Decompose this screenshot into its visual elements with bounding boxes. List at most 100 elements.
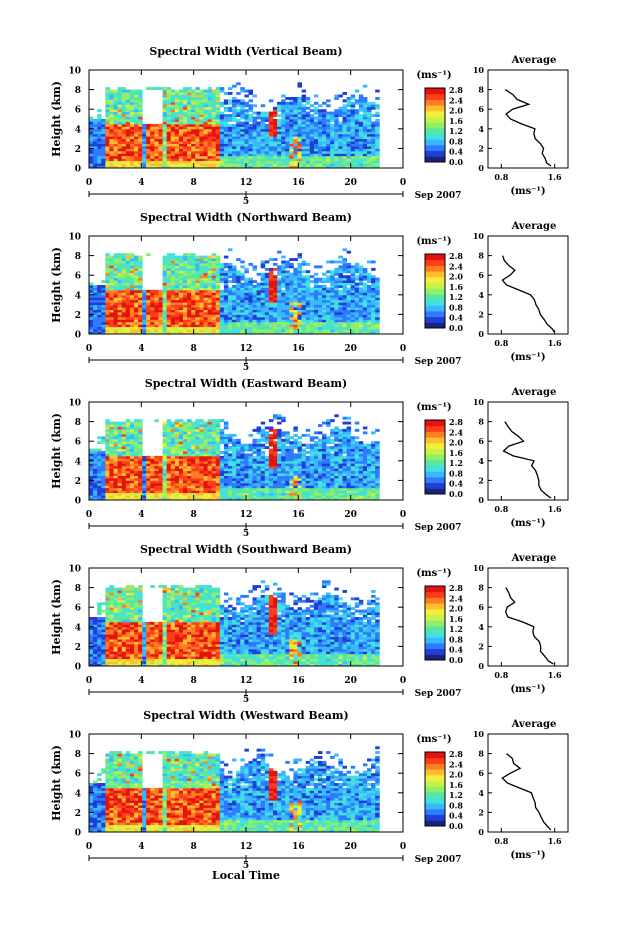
heatmap-cells bbox=[89, 248, 380, 335]
y-tick-label: 8 bbox=[75, 86, 81, 96]
colorbar-swatch bbox=[425, 459, 445, 466]
colorbar-tick-label: 1.2 bbox=[449, 458, 463, 468]
colorbar-swatch bbox=[425, 465, 445, 472]
colorbar-frame bbox=[424, 419, 446, 495]
avg-y-tick-label: 2 bbox=[478, 807, 484, 817]
colorbar-swatch bbox=[425, 471, 445, 478]
y-tick-label: 8 bbox=[75, 750, 81, 760]
y-tick-label: 0 bbox=[75, 663, 81, 673]
y-tick-label: 4 bbox=[75, 291, 81, 301]
colorbar-tick-label: 0.8 bbox=[449, 302, 463, 312]
avg-y-tick-label: 10 bbox=[473, 65, 485, 75]
avg-y-tick-label: 8 bbox=[478, 583, 484, 593]
colorbar-tick-label: 0.4 bbox=[449, 313, 463, 323]
colorbar-swatch bbox=[425, 454, 445, 461]
y-tick-label: 4 bbox=[75, 623, 81, 633]
colorbar-tick-label: 2.0 bbox=[449, 770, 463, 780]
x-tick-label: 0 bbox=[400, 842, 406, 852]
y-tick-label: 10 bbox=[68, 399, 81, 409]
y-tick-label: 2 bbox=[75, 145, 81, 155]
panel-title: Spectral Width (Southward Beam) bbox=[140, 543, 352, 556]
colorbar-swatch bbox=[425, 620, 445, 627]
day-label: 5 bbox=[243, 529, 249, 539]
colorbar-swatch bbox=[425, 437, 445, 444]
colorbar-frame bbox=[424, 87, 446, 163]
y-tick-label: 6 bbox=[75, 438, 81, 448]
colorbar-tick-label: 2.0 bbox=[449, 604, 463, 614]
x-tick-label: 16 bbox=[292, 178, 305, 188]
colorbar-tick-label: 2.8 bbox=[449, 417, 463, 427]
avg-y-tick-label: 0 bbox=[478, 329, 484, 339]
x-tick-label: 12 bbox=[240, 842, 253, 852]
panel-title: Spectral Width (Westward Beam) bbox=[143, 709, 348, 722]
avg-title: Average bbox=[511, 55, 557, 66]
y-axis-label: Height (km) bbox=[50, 745, 63, 821]
x-tick-label: 0 bbox=[86, 676, 92, 686]
avg-units: (ms⁻¹) bbox=[510, 352, 545, 363]
avg-x-tick-label: 1.6 bbox=[548, 670, 562, 680]
colorbar-swatch bbox=[425, 603, 445, 610]
avg-frame bbox=[487, 401, 569, 501]
avg-x-tick-label: 1.6 bbox=[548, 338, 562, 348]
avg-title: Average bbox=[511, 221, 557, 232]
colorbar-tick-label: 2.4 bbox=[449, 427, 463, 437]
colorbar-swatch bbox=[425, 271, 445, 278]
avg-y-tick-label: 2 bbox=[478, 143, 484, 153]
avg-profile-line bbox=[501, 255, 555, 333]
x-tick-label: 0 bbox=[400, 178, 406, 188]
colorbar-swatch bbox=[425, 591, 445, 598]
y-axis-label: Height (km) bbox=[50, 413, 63, 489]
y-tick-label: 10 bbox=[68, 565, 81, 575]
date-label: Sep 2007 bbox=[415, 689, 462, 699]
panel-0: Spectral Width (Vertical Beam) 0 2 4 6 8 10 Hei… bbox=[50, 45, 569, 207]
colorbar-tick-label: 2.0 bbox=[449, 272, 463, 282]
colorbar-units: (ms⁻¹) bbox=[416, 70, 451, 81]
y-tick-label: 0 bbox=[75, 497, 81, 507]
colorbar-tick-label: 1.6 bbox=[449, 116, 463, 126]
heatmap-cells bbox=[89, 580, 380, 667]
x-tick-label: 12 bbox=[240, 510, 253, 520]
x-axis-label: Local Time bbox=[212, 869, 280, 882]
avg-x-tick-label: 0.8 bbox=[494, 836, 508, 846]
colorbar-swatch bbox=[425, 288, 445, 295]
colorbar-tick-label: 0.4 bbox=[449, 811, 463, 821]
avg-y-tick-label: 0 bbox=[478, 495, 484, 505]
colorbar-swatch bbox=[425, 122, 445, 129]
y-tick-label: 10 bbox=[68, 731, 81, 741]
avg-x-tick-label: 1.6 bbox=[548, 836, 562, 846]
x-tick-label: 8 bbox=[191, 842, 197, 852]
avg-frame bbox=[487, 733, 569, 833]
colorbar-swatch bbox=[425, 820, 445, 827]
x-tick-label: 8 bbox=[191, 344, 197, 354]
x-tick-label: 0 bbox=[86, 842, 92, 852]
panel-2: Spectral Width (Eastward Beam) 0 2 4 6 8 10 Hei… bbox=[50, 377, 569, 539]
avg-x-tick-label: 0.8 bbox=[494, 338, 508, 348]
colorbar-swatch bbox=[425, 797, 445, 804]
x-tick-label: 0 bbox=[86, 178, 92, 188]
colorbar bbox=[425, 88, 445, 163]
avg-y-tick-label: 10 bbox=[473, 563, 485, 573]
colorbar bbox=[425, 752, 445, 827]
x-tick-label: 4 bbox=[138, 842, 144, 852]
avg-profile-line bbox=[501, 753, 552, 831]
colorbar-tick-label: 0.0 bbox=[449, 157, 463, 167]
colorbar-swatch bbox=[425, 631, 445, 638]
date-label: Sep 2007 bbox=[415, 855, 462, 865]
colorbar-tick-label: 2.0 bbox=[449, 438, 463, 448]
colorbar-units: (ms⁻¹) bbox=[416, 236, 451, 247]
colorbar-swatch bbox=[425, 93, 445, 100]
y-axis-label: Height (km) bbox=[50, 81, 63, 157]
colorbar-swatch bbox=[425, 293, 445, 300]
colorbar-swatch bbox=[425, 648, 445, 655]
colorbar-tick-label: 1.2 bbox=[449, 624, 463, 634]
colorbar-swatch bbox=[425, 156, 445, 163]
x-tick-label: 12 bbox=[240, 676, 253, 686]
avg-units: (ms⁻¹) bbox=[510, 518, 545, 529]
y-tick-label: 6 bbox=[75, 770, 81, 780]
colorbar-units: (ms⁻¹) bbox=[416, 402, 451, 413]
x-tick-label: 16 bbox=[292, 842, 305, 852]
x-tick-label: 20 bbox=[344, 842, 357, 852]
panel-title: Spectral Width (Eastward Beam) bbox=[145, 377, 347, 390]
colorbar bbox=[425, 420, 445, 495]
